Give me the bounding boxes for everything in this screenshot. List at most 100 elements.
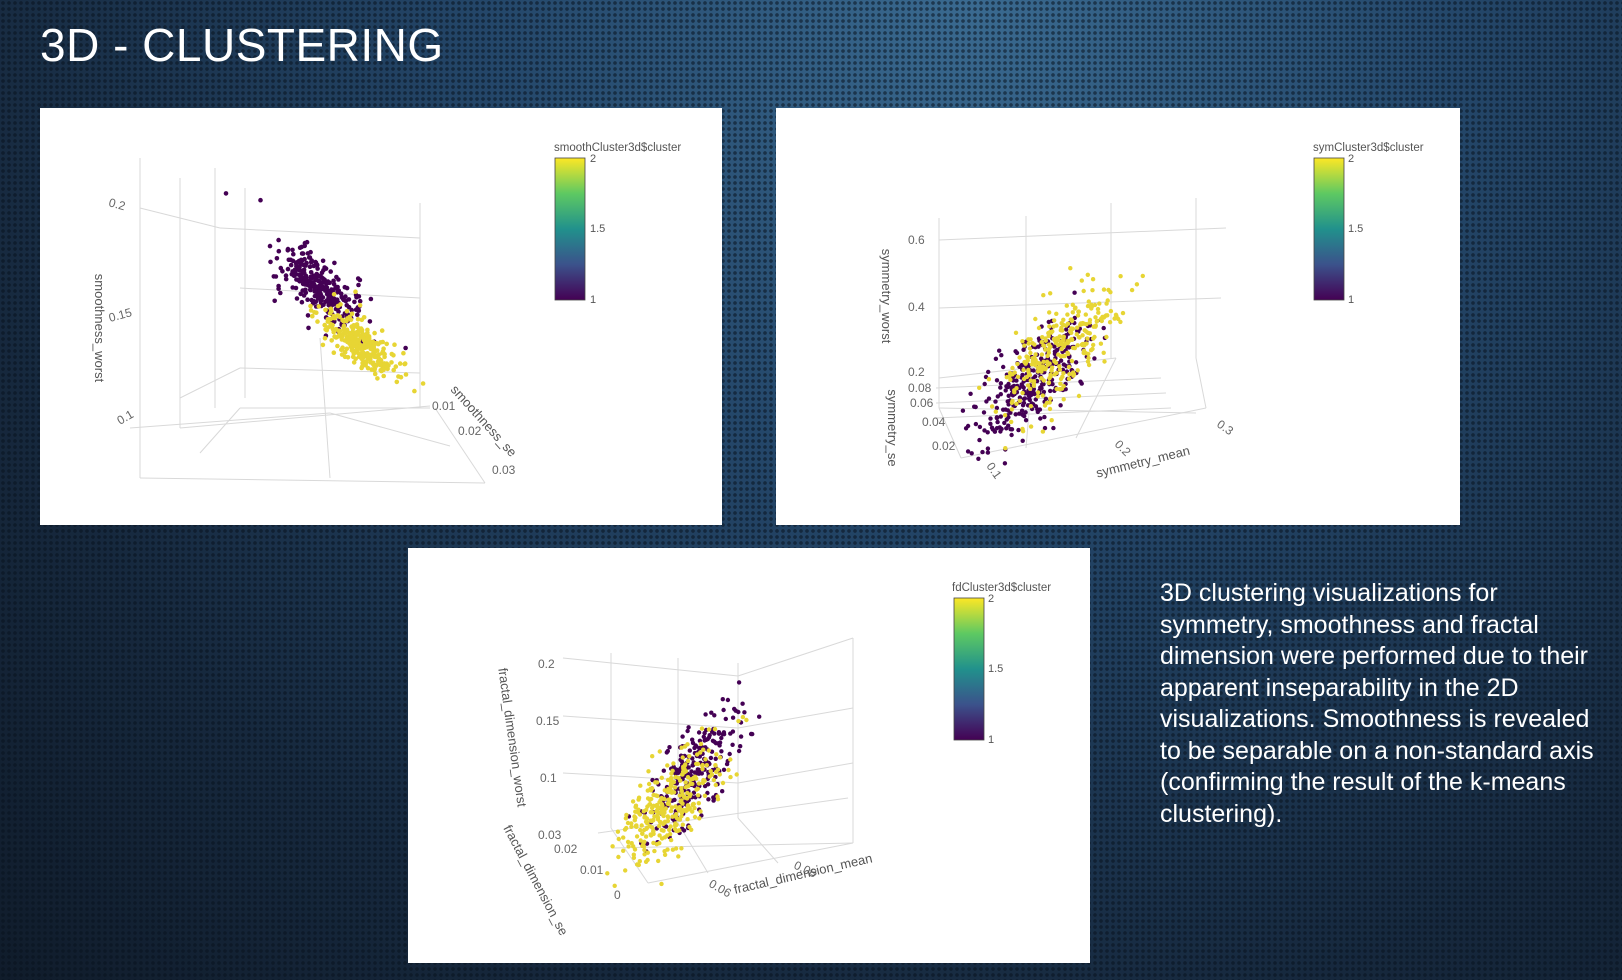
smoothness-point [325, 298, 330, 303]
smoothness-point [403, 345, 408, 351]
symmetry-point [1042, 425, 1048, 431]
symmetry-point [1019, 383, 1025, 388]
fractal-point [714, 769, 719, 775]
symmetry-point [1020, 438, 1025, 443]
symmetry-point [1095, 306, 1101, 312]
smoothness-point [365, 338, 370, 344]
smoothness-ztick-0: 0.2 [107, 195, 127, 213]
symmetry-point [1048, 396, 1053, 401]
symmetry-point [992, 429, 998, 434]
fractal-point [679, 786, 684, 791]
fractal-point [716, 730, 722, 735]
fractal-point [679, 745, 684, 750]
symmetry-point [1057, 364, 1062, 369]
symmetry-point [1033, 357, 1038, 363]
smoothness-point [358, 343, 363, 348]
symmetry-point [985, 430, 990, 435]
symmetry-point [1047, 324, 1052, 329]
symmetry-point [1090, 288, 1095, 293]
symmetry-point [1066, 351, 1071, 357]
fractal-point [643, 834, 649, 839]
symmetry-point [1081, 288, 1086, 294]
fractal-point [730, 715, 736, 720]
symmetry-point [1007, 374, 1012, 379]
smoothness-point [375, 359, 381, 364]
smoothness-point [391, 367, 397, 373]
fractal-point [725, 697, 731, 703]
symmetry-point [986, 396, 992, 401]
fractal-point [698, 750, 703, 755]
symmetry-point [1101, 325, 1106, 331]
symmetry-point [1020, 339, 1025, 344]
fractal-point [671, 761, 676, 766]
fractal-point [659, 775, 664, 780]
fractal-point [694, 776, 699, 781]
symmetry-point [1009, 407, 1015, 412]
symmetry-point [969, 451, 974, 456]
symmetry-point [977, 437, 982, 443]
fractal-point [662, 796, 667, 802]
symmetry-point [1017, 398, 1022, 403]
symmetry-point [1053, 340, 1059, 346]
fractal-ztick-2: 0.1 [540, 771, 557, 785]
symmetry-point [998, 385, 1003, 390]
fractal-point [679, 798, 684, 803]
fractal-point [655, 793, 660, 799]
symmetry-point [968, 391, 973, 396]
smoothness-point [357, 303, 363, 308]
fractal-colorbar-gradient [953, 597, 985, 741]
smoothness-point [331, 299, 337, 304]
symmetry-point [1028, 404, 1034, 409]
smoothness-point [380, 339, 386, 345]
fractal-point [685, 803, 691, 808]
smoothness-plot-svg: 0.2 0.15 0.1 0.01 0.02 0.03 smoothness_w… [92, 142, 681, 484]
symmetry-point [1083, 351, 1088, 356]
symmetry-point [1041, 293, 1046, 298]
symmetry-point [1005, 408, 1011, 413]
symmetry-point [1072, 345, 1077, 351]
symmetry-3d-plot[interactable]: 0.6 0.4 0.2 0.08 0.06 0.04 0.02 0.1 0.2 … [776, 108, 1460, 525]
smoothness-point [365, 342, 370, 347]
fractal-point [721, 730, 727, 735]
symmetry-ztick-1: 0.4 [908, 300, 925, 314]
fractal-point [692, 805, 697, 811]
fractal-point [667, 831, 673, 837]
symmetry-point [1090, 277, 1096, 282]
symmetry-point [1097, 301, 1102, 306]
symmetry-point [1075, 368, 1080, 373]
smoothness-point [295, 277, 301, 283]
fractal-point [701, 734, 706, 739]
smoothness-grid [129, 158, 486, 484]
smoothness-point [276, 286, 281, 291]
smoothness-point [306, 325, 311, 331]
symmetry-point [1054, 323, 1059, 328]
fractal-point [705, 782, 711, 787]
smoothness-point [335, 343, 340, 349]
fractal-point [680, 792, 685, 797]
symmetry-colorbar-tick-1: 1.5 [1348, 223, 1363, 235]
symmetry-point [1021, 367, 1026, 373]
fractal-point [612, 883, 617, 888]
symmetry-point [1002, 420, 1007, 426]
symmetry-point [993, 356, 999, 361]
symmetry-point [1004, 384, 1009, 389]
fractal-point [654, 802, 660, 808]
symmetry-point [1061, 371, 1066, 376]
fractal-dimension-3d-plot[interactable]: 0.2 0.15 0.1 0.03 0.02 0.01 0 0.06 0.08 … [408, 548, 1090, 963]
fractal-point [723, 716, 728, 722]
fractal-point [653, 780, 658, 785]
smoothness-point [384, 341, 390, 347]
fractal-point [719, 749, 724, 754]
smoothness-point [403, 372, 409, 377]
fractal-point [669, 805, 675, 810]
smoothness-3d-plot[interactable]: 0.2 0.15 0.1 0.01 0.02 0.03 smoothness_w… [40, 108, 722, 525]
fractal-point [703, 757, 708, 762]
symmetry-point [982, 428, 987, 433]
fractal-point [732, 706, 737, 712]
symmetry-point [1015, 374, 1021, 379]
fractal-point [610, 844, 615, 849]
symmetry-colorbar-tick-2: 1 [1348, 294, 1354, 306]
smoothness-point [321, 268, 326, 273]
smoothness-point [357, 298, 363, 304]
symmetry-point [1065, 321, 1071, 326]
